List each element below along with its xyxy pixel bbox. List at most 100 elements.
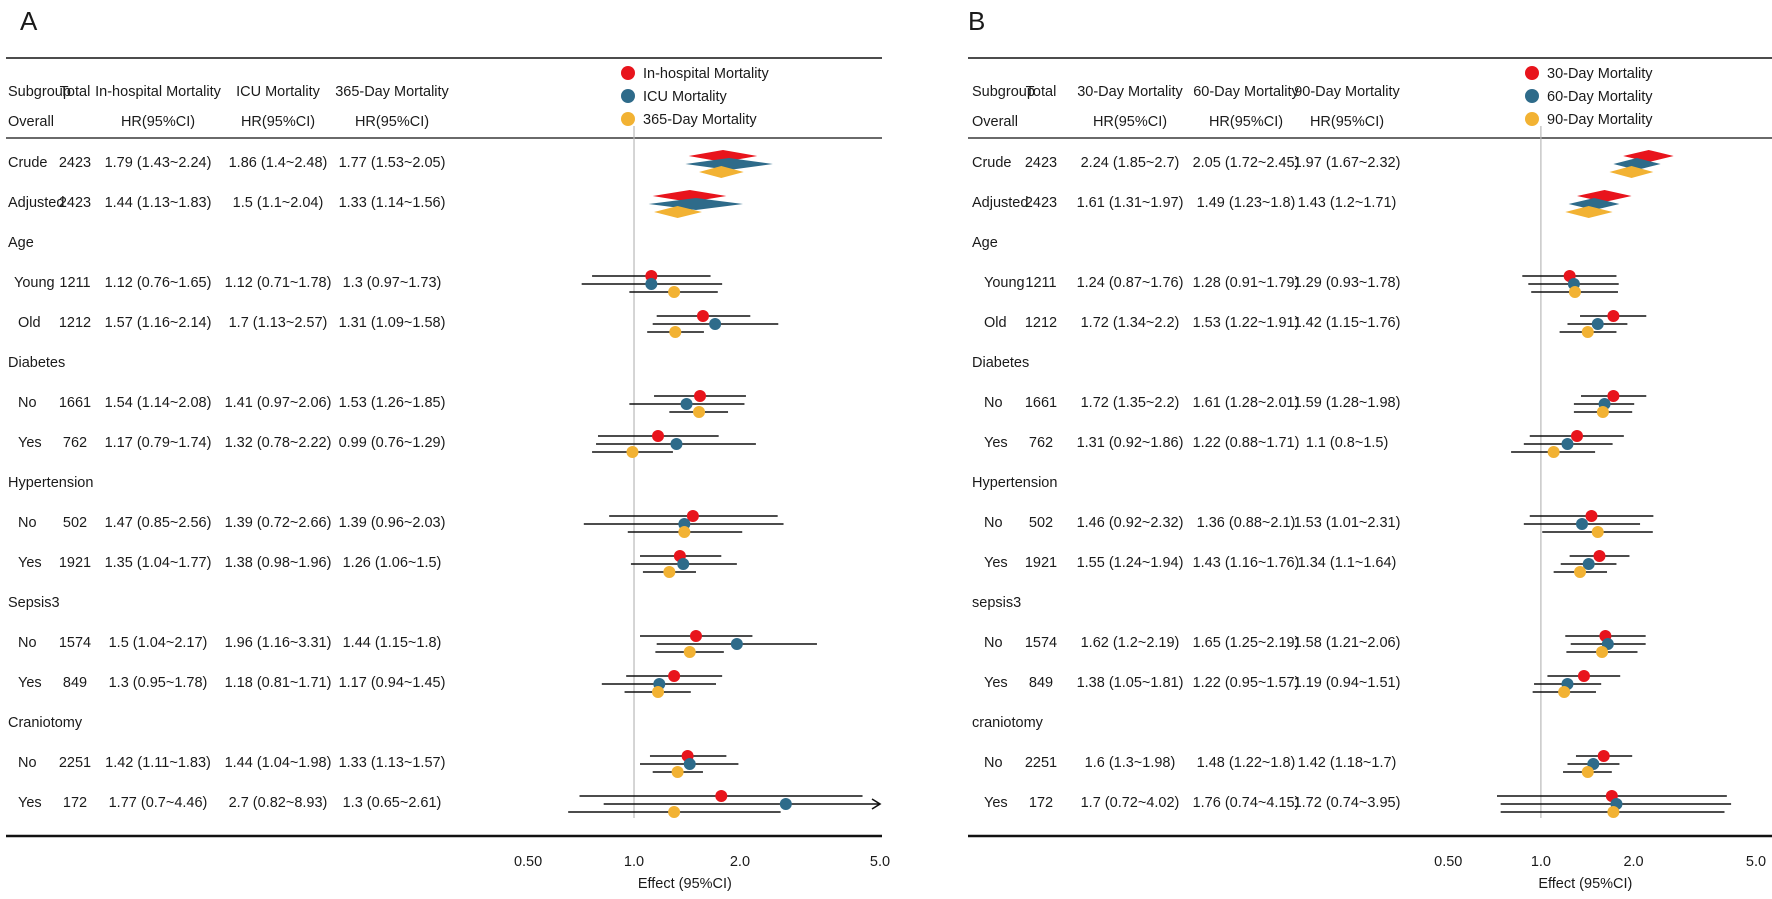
row-label: Yes (18, 435, 42, 451)
hr-ci-value: 1.3 (0.97~1.73) (343, 275, 442, 291)
ci-diamond (652, 190, 727, 202)
hr-ci-value: 1.61 (1.28~2.01) (1193, 395, 1300, 411)
hr-ci-value: 1.47 (0.85~2.56) (105, 515, 212, 531)
row-label: No (984, 515, 1003, 531)
point-estimate (1558, 686, 1571, 698)
hr-ci-value: 1.24 (0.87~1.76) (1077, 275, 1184, 291)
hr-ci-value: 1.44 (1.04~1.98) (225, 755, 332, 771)
hr-ci-value: 1.22 (0.88~1.71) (1193, 435, 1300, 451)
point-estimate (1597, 750, 1610, 762)
legend-marker (1525, 89, 1539, 103)
hr-ci-value: 1.62 (1.2~2.19) (1081, 635, 1180, 651)
hr-ci-value: 1.72 (1.34~2.2) (1081, 315, 1180, 331)
hr-ci-value: 1.53 (1.01~2.31) (1294, 515, 1401, 531)
header-outcome: 365-Day Mortality (335, 84, 449, 100)
point-estimate (1607, 390, 1620, 402)
row-label: Yes (984, 675, 1008, 691)
ci-diamond (1568, 198, 1620, 210)
header-total: Total (60, 84, 91, 100)
point-estimate (709, 318, 722, 330)
row-total: 2251 (59, 755, 91, 771)
point-estimate (689, 630, 702, 642)
row-total: 172 (63, 795, 87, 811)
hr-ci-value: 1.7 (1.13~2.57) (229, 315, 328, 331)
subgroup-heading: Craniotomy (8, 715, 83, 731)
x-tick-label: 5.0 (1746, 854, 1766, 870)
ci-overflow-arrow (871, 798, 882, 810)
row-label: Adjusted (972, 195, 1028, 211)
hr-ci-value: 1.42 (1.11~1.83) (105, 755, 211, 771)
row-total: 2423 (1025, 195, 1057, 211)
row-label: No (984, 755, 1003, 771)
legend-marker (621, 66, 635, 80)
row-total: 849 (63, 675, 87, 691)
hr-ci-value: 1.57 (1.16~2.14) (105, 315, 212, 331)
hr-ci-value: 1.36 (0.88~2.1) (1197, 515, 1296, 531)
row-label: No (18, 635, 37, 651)
legend-marker (1525, 66, 1539, 80)
legend-entry: In-hospital Mortality (643, 66, 769, 82)
point-estimate (1581, 766, 1594, 778)
ci-diamond (648, 198, 743, 210)
hr-ci-value: 1.33 (1.13~1.57) (339, 755, 446, 771)
header-total: Total (1026, 84, 1057, 100)
hr-ci-value: 1.44 (1.13~1.83) (105, 195, 212, 211)
hr-ci-value: 1.32 (0.78~2.22) (225, 435, 332, 451)
legend-entry: 365-Day Mortality (643, 112, 757, 128)
point-estimate (678, 526, 691, 538)
hr-ci-value: 1.33 (1.14~1.56) (339, 195, 446, 211)
hr-ci-value: 1.48 (1.22~1.8) (1197, 755, 1296, 771)
row-label: Adjusted (8, 195, 64, 211)
point-estimate (668, 670, 681, 682)
hr-ci-value: 2.05 (1.72~2.45) (1193, 155, 1300, 171)
point-estimate (693, 406, 706, 418)
point-estimate (1581, 326, 1594, 338)
row-total: 762 (63, 435, 87, 451)
point-estimate (680, 398, 693, 410)
legend-entry: ICU Mortality (643, 89, 728, 105)
hr-ci-value: 2.24 (1.85~2.7) (1081, 155, 1180, 171)
point-estimate (1575, 518, 1588, 530)
header-hr-ci: HR(95%CI) (355, 114, 429, 130)
x-tick-label: 5.0 (870, 854, 890, 870)
point-estimate (696, 310, 709, 322)
hr-ci-value: 1.34 (1.1~1.64) (1298, 555, 1397, 571)
point-estimate (1577, 670, 1590, 682)
row-total: 2423 (59, 155, 91, 171)
hr-ci-value: 1.61 (1.31~1.97) (1077, 195, 1184, 211)
row-total: 502 (1029, 515, 1053, 531)
hr-ci-value: 1.46 (0.92~2.32) (1077, 515, 1184, 531)
hr-ci-value: 1.54 (1.14~2.08) (105, 395, 212, 411)
header-hr-ci: HR(95%CI) (1310, 114, 1384, 130)
row-label: Yes (984, 555, 1008, 571)
header-hr-ci: HR(95%CI) (1209, 114, 1283, 130)
hr-ci-value: 1.19 (0.94~1.51) (1294, 675, 1401, 691)
row-label: No (18, 515, 37, 531)
legend-marker (621, 89, 635, 103)
hr-ci-value: 1.53 (1.26~1.85) (339, 395, 446, 411)
subgroup-heading: Sepsis3 (8, 595, 60, 611)
header-outcome: 60-Day Mortality (1193, 84, 1299, 100)
legend-marker (621, 112, 635, 126)
hr-ci-value: 1.44 (1.15~1.8) (343, 635, 442, 651)
x-tick-label: 1.0 (624, 854, 644, 870)
ci-diamond (1565, 206, 1613, 218)
point-estimate (730, 638, 743, 650)
row-total: 2423 (1025, 155, 1057, 171)
hr-ci-value: 1.28 (0.91~1.79) (1193, 275, 1300, 291)
row-total: 1212 (1025, 315, 1057, 331)
row-total: 1211 (1025, 275, 1056, 291)
header-outcome: 90-Day Mortality (1294, 84, 1400, 100)
ci-diamond (1609, 166, 1654, 178)
hr-ci-value: 1.43 (1.16~1.76) (1193, 555, 1300, 571)
header-outcome: 30-Day Mortality (1077, 84, 1183, 100)
hr-ci-value: 1.17 (0.94~1.45) (339, 675, 446, 691)
hr-ci-value: 1.86 (1.4~2.48) (229, 155, 328, 171)
point-estimate (1547, 446, 1560, 458)
point-estimate (1596, 406, 1609, 418)
point-estimate (1607, 806, 1620, 818)
row-total: 1921 (59, 555, 91, 571)
x-tick-label: 0.50 (1434, 854, 1462, 870)
subgroup-heading: sepsis3 (972, 595, 1021, 611)
